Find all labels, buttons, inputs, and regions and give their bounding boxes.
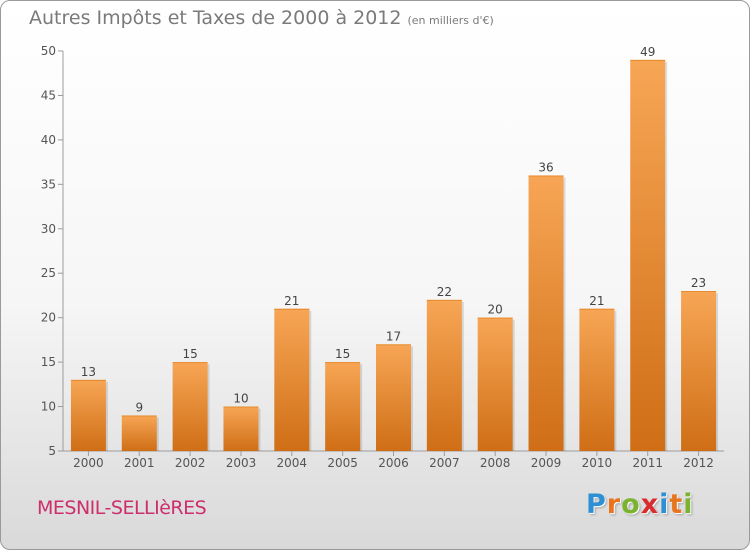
x-tick-label: 2007 xyxy=(429,456,460,470)
bar-value-label: 20 xyxy=(488,303,503,317)
bar-value-label: 22 xyxy=(437,285,452,299)
x-tick-label: 2012 xyxy=(683,456,714,470)
bar-value-label: 21 xyxy=(589,294,604,308)
x-tick-label: 2003 xyxy=(226,456,257,470)
x-tick-label: 2000 xyxy=(73,456,104,470)
chart-title: Autres Impôts et Taxes de 2000 à 2012 (en… xyxy=(29,7,494,29)
bar-value-label: 21 xyxy=(284,294,299,308)
x-tick-label: 2005 xyxy=(327,456,358,470)
x-tick-label: 2009 xyxy=(531,456,562,470)
bar-value-label: 10 xyxy=(233,392,248,406)
bar-value-label: 15 xyxy=(335,347,350,361)
bar-value-label: 17 xyxy=(386,329,401,343)
bar xyxy=(274,308,310,451)
bar xyxy=(325,362,361,451)
proxiti-logo: Proxiti xyxy=(586,489,694,520)
y-tick-label: 45 xyxy=(41,88,56,102)
logo-letter: i xyxy=(659,489,670,520)
location-name: MESNIL-SELLIèRES xyxy=(37,497,207,519)
y-tick-label: 35 xyxy=(41,177,56,191)
x-tick-label: 2001 xyxy=(124,456,155,470)
bar-value-label: 49 xyxy=(640,45,655,59)
x-tick-label: 2010 xyxy=(582,456,613,470)
logo-letter: t xyxy=(669,489,684,520)
chart-bars xyxy=(70,59,719,452)
y-tick-label: 30 xyxy=(41,222,56,236)
logo-letter: o xyxy=(621,489,641,520)
y-tick-label: 20 xyxy=(41,311,56,325)
y-tick-label: 15 xyxy=(41,355,56,369)
logo-letter: i xyxy=(683,489,694,520)
y-tick-label: 5 xyxy=(48,444,56,458)
bar xyxy=(528,175,564,451)
x-tick-label: 2002 xyxy=(175,456,206,470)
bar xyxy=(579,308,615,451)
bar xyxy=(681,291,717,451)
bar xyxy=(223,406,259,451)
x-tick-label: 2004 xyxy=(277,456,308,470)
bar xyxy=(426,299,462,451)
bar xyxy=(172,362,208,451)
logo-letter: r xyxy=(606,489,622,520)
chart-title-text: Autres Impôts et Taxes de 2000 à 2012 xyxy=(29,7,402,29)
bar-value-label: 23 xyxy=(691,276,706,290)
bar-value-label: 13 xyxy=(81,365,96,379)
x-tick-label: 2006 xyxy=(378,456,409,470)
y-tick-label: 40 xyxy=(41,133,56,147)
logo-letter: x xyxy=(640,489,660,520)
logo-letter: P xyxy=(586,489,607,520)
bar xyxy=(121,415,157,451)
bar-value-label: 15 xyxy=(182,347,197,361)
bar xyxy=(477,317,513,451)
x-tick-label: 2008 xyxy=(480,456,511,470)
x-tick-label: 2011 xyxy=(632,456,663,470)
bar xyxy=(376,344,411,451)
bar-value-label: 36 xyxy=(538,160,553,174)
chart-data-labels: 13 9 15 10 21 15 17 22 20 36 21 49 23 xyxy=(81,45,706,415)
bar-value-label: 9 xyxy=(135,400,143,414)
bar xyxy=(70,379,106,451)
y-tick-label: 25 xyxy=(41,266,56,280)
chart-subtitle: (en milliers d'€) xyxy=(407,14,494,27)
bar xyxy=(630,59,666,452)
y-tick-label: 10 xyxy=(41,400,56,414)
y-tick-label: 50 xyxy=(41,44,56,58)
